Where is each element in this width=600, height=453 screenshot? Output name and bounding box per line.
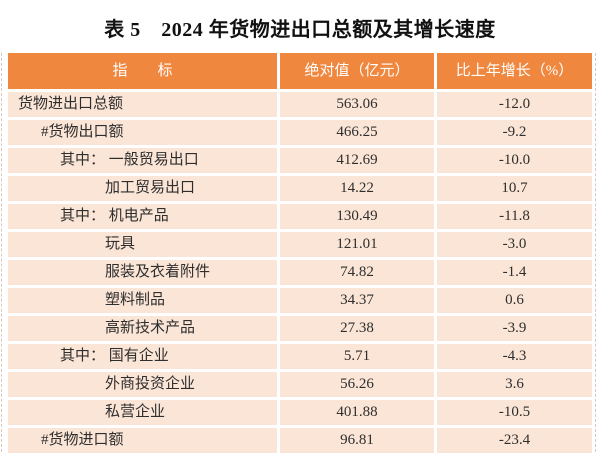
row-absolute-value: 130.49 — [280, 204, 434, 229]
column-header-growth: 比上年增长（%） — [437, 53, 592, 89]
row-absolute-value: 5.71 — [280, 344, 434, 369]
row-absolute-value: 74.82 — [280, 260, 434, 285]
stats-table: 指 标 绝对值（亿元） 比上年增长（%） 货物进出口总额 563.06 -12.0 #… — [8, 53, 592, 453]
page-boundary-right — [595, 53, 596, 452]
row-growth-value: -10.5 — [437, 400, 592, 425]
row-absolute-value: 121.01 — [280, 232, 434, 257]
row-growth-value: 10.7 — [437, 176, 592, 201]
table-row: 塑料制品 34.37 0.6 — [8, 288, 592, 313]
row-indicator-label: 货物进出口总额 — [8, 92, 277, 117]
row-absolute-value: 466.25 — [280, 120, 434, 145]
row-growth-value: -11.8 — [437, 204, 592, 229]
row-growth-value: -4.3 — [437, 344, 592, 369]
column-header-absolute-value: 绝对值（亿元） — [280, 53, 434, 89]
row-absolute-value: 14.22 — [280, 176, 434, 201]
table-row: 玩具 121.01 -3.0 — [8, 232, 592, 257]
row-indicator-label: 玩具 — [8, 232, 277, 257]
row-indicator-label: 其中： 一般贸易出口 — [8, 148, 277, 173]
row-growth-value: 0.6 — [437, 288, 592, 313]
row-absolute-value: 563.06 — [280, 92, 434, 117]
row-indicator-label: 其中： 国有企业 — [8, 344, 277, 369]
table-row: 私营企业 401.88 -10.5 — [8, 400, 592, 425]
row-indicator-label: #货物进口额 — [8, 428, 277, 453]
row-absolute-value: 27.38 — [280, 316, 434, 341]
row-indicator-label: 服装及衣着附件 — [8, 260, 277, 285]
page-boundary-left — [1, 53, 2, 452]
row-growth-value: -12.0 — [437, 92, 592, 117]
row-absolute-value: 34.37 — [280, 288, 434, 313]
row-absolute-value: 96.81 — [280, 428, 434, 453]
row-growth-value: -1.4 — [437, 260, 592, 285]
row-absolute-value: 56.26 — [280, 372, 434, 397]
row-indicator-label: 私营企业 — [8, 400, 277, 425]
row-indicator-label: 塑料制品 — [8, 288, 277, 313]
table-row: 货物进出口总额 563.06 -12.0 — [8, 92, 592, 117]
table-row: #货物出口额 466.25 -9.2 — [8, 120, 592, 145]
row-growth-value: -3.0 — [437, 232, 592, 257]
table-row: 其中： 机电产品 130.49 -11.8 — [8, 204, 592, 229]
row-growth-value: -23.4 — [437, 428, 592, 453]
table-header-row: 指 标 绝对值（亿元） 比上年增长（%） — [8, 53, 592, 89]
table-row: 其中： 一般贸易出口 412.69 -10.0 — [8, 148, 592, 173]
row-indicator-label: 其中： 机电产品 — [8, 204, 277, 229]
table-title: 表 5 2024 年货物进出口总额及其增长速度 — [104, 19, 496, 41]
table-row: 其中： 国有企业 5.71 -4.3 — [8, 344, 592, 369]
row-indicator-label: #货物出口额 — [8, 120, 277, 145]
row-indicator-label: 外商投资企业 — [8, 372, 277, 397]
row-growth-value: -10.0 — [437, 148, 592, 173]
row-growth-value: 3.6 — [437, 372, 592, 397]
table-row: #货物进口额 96.81 -23.4 — [8, 428, 592, 453]
column-header-indicator: 指 标 — [8, 53, 277, 89]
row-absolute-value: 412.69 — [280, 148, 434, 173]
row-absolute-value: 401.88 — [280, 400, 434, 425]
row-indicator-label: 高新技术产品 — [8, 316, 277, 341]
table-row: 服装及衣着附件 74.82 -1.4 — [8, 260, 592, 285]
table-row: 外商投资企业 56.26 3.6 — [8, 372, 592, 397]
table-body: 货物进出口总额 563.06 -12.0 #货物出口额 466.25 -9.2 其中： 一般… — [8, 92, 592, 453]
table-row: 高新技术产品 27.38 -3.9 — [8, 316, 592, 341]
table-row: 加工贸易出口 14.22 10.7 — [8, 176, 592, 201]
row-growth-value: -9.2 — [437, 120, 592, 145]
row-growth-value: -3.9 — [437, 316, 592, 341]
row-indicator-label: 加工贸易出口 — [8, 176, 277, 201]
